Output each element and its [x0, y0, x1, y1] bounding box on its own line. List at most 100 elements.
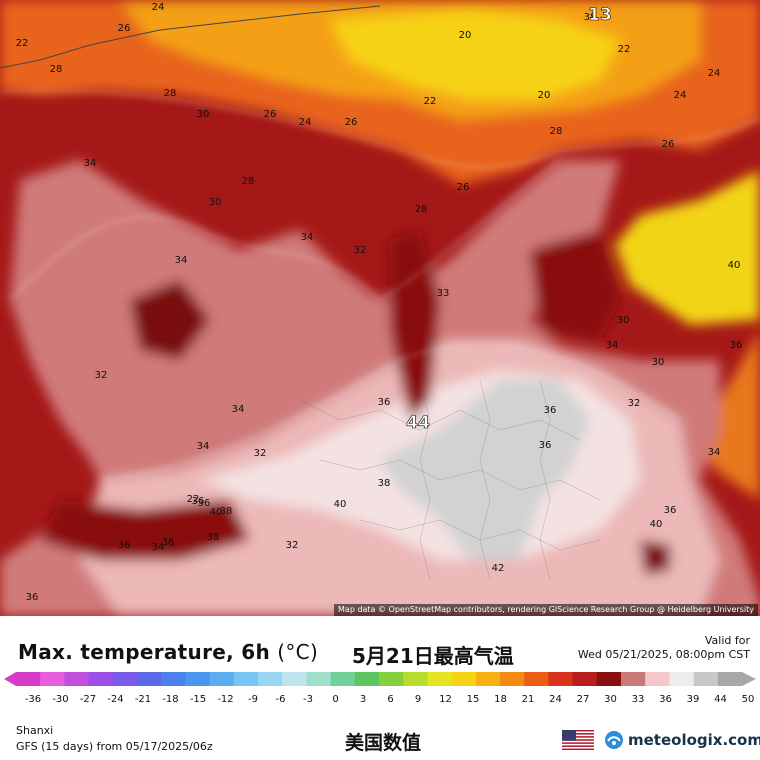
scale-swatch — [717, 672, 743, 686]
scale-tick-label: 3 — [359, 694, 367, 705]
center-caption: 美国数值 — [345, 732, 422, 754]
scale-tick-label: 36 — [659, 694, 672, 705]
contour-label: 20 — [459, 30, 472, 41]
contour-label: 24 — [299, 117, 312, 128]
contour-label: 34 — [175, 255, 188, 266]
contour-label: 32 — [286, 540, 299, 551]
scale-swatch — [451, 672, 477, 686]
contour-label: 28 — [164, 88, 177, 99]
contour-label: 20 — [538, 90, 551, 101]
zone-dark-ridge-1 — [130, 280, 210, 360]
contour-label: 24 — [152, 2, 165, 13]
zone-dark-ridge-4 — [40, 500, 250, 560]
contour-label: 34 — [152, 542, 165, 553]
contour-label: 13 — [588, 5, 612, 25]
valid-label: Valid for — [704, 634, 750, 647]
contour-label: 22 — [16, 38, 29, 49]
contour-label: 38 — [207, 532, 220, 543]
contour-label: 30 — [209, 197, 222, 208]
scale-tick-label: -6 — [275, 694, 286, 705]
scale-swatch — [572, 672, 598, 686]
scale-tick-label: 50 — [741, 694, 755, 705]
zone-dark-ridge-2 — [390, 230, 440, 420]
scale-tick-label: -24 — [107, 694, 124, 705]
contour-label: 30 — [617, 315, 630, 326]
contour-labels: 24 26 22 20 28 22 24 22 20 24 26 24 26 28 30 28 26 34 28 30… — [16, 2, 743, 603]
scale-tick-label: -3 — [303, 694, 313, 705]
scale-tick-label: -27 — [79, 694, 97, 705]
contour-label: 28 — [50, 64, 63, 75]
contour-label: 28 — [550, 126, 563, 137]
contour-label: 26 — [118, 23, 131, 34]
contour-label: 24 — [674, 90, 687, 101]
scale-swatch — [40, 672, 65, 686]
scale-arrow-high — [742, 672, 756, 686]
scale-swatch — [669, 672, 695, 686]
contour-label: 34 — [708, 447, 721, 458]
temperature-map[interactable]: 24 26 22 20 28 22 24 22 20 24 26 24 26 28 30 28 26 34 28 30… — [0, 0, 760, 616]
contour-label: 32 — [95, 370, 108, 381]
title-unit: (°C) — [277, 640, 319, 664]
contour-label: 40 — [650, 519, 663, 530]
contour-label: 33 — [437, 288, 450, 299]
contour-label: 32 — [254, 448, 267, 459]
scale-swatch — [233, 672, 259, 686]
scale-swatch — [379, 672, 404, 686]
brand-text: meteologix.com — [628, 731, 760, 749]
zone-orange-southeast — [700, 330, 760, 500]
meteologix-brand[interactable]: meteologix.com — [604, 728, 760, 752]
scale-swatch — [403, 672, 428, 686]
scale-tick-label: 21 — [521, 694, 535, 705]
contour-label: 36 — [162, 537, 175, 548]
map-title: Max. temperature, 6h (°C) — [18, 640, 318, 664]
scale-tick-label: 15 — [466, 694, 480, 705]
contour-label: 40 — [334, 499, 347, 510]
scale-swatch — [64, 672, 90, 686]
contour-label: 36 — [664, 505, 677, 516]
contour-label: 34 — [606, 340, 619, 351]
contour-label: 34 — [232, 404, 245, 415]
contour-label: 30 — [652, 357, 665, 368]
contour-label: 26 — [345, 117, 358, 128]
scale-swatch — [596, 672, 622, 686]
contour-label: 34 — [197, 441, 210, 452]
contour-label: 42 — [492, 563, 505, 574]
scale-tick-label: 44 — [714, 694, 727, 705]
scale-tick-label: 9 — [414, 694, 422, 705]
contour-label: 36 — [730, 340, 743, 351]
zone-yellow-north — [330, 10, 620, 100]
scale-swatch — [524, 672, 549, 686]
contour-label: 22 — [618, 44, 631, 55]
scale-swatch — [185, 672, 211, 686]
scale-swatch — [137, 672, 162, 686]
scale-swatch — [500, 672, 525, 686]
color-scale-ticks: -36 -30 -27 -24 -21 -18 -15 -12 -9 -6 -3 0 3 6 9 12 15 18… — [0, 694, 760, 708]
region-name: Shanxi — [16, 724, 54, 737]
scale-tick-label: 39 — [686, 694, 700, 705]
contour-label: 34 — [301, 232, 314, 243]
scale-tick-label: 18 — [494, 694, 507, 705]
contour-label: 24 — [708, 68, 721, 79]
contour-label: 36 — [26, 592, 39, 603]
contour-label: 26 — [457, 182, 470, 193]
scale-swatch — [88, 672, 114, 686]
valid-date: Wed 05/21/2025, 08:00pm CST — [577, 648, 750, 661]
scale-swatch — [112, 672, 138, 686]
contour-label: 44 — [406, 413, 430, 433]
scale-swatch — [282, 672, 307, 686]
scale-tick-label: 12 — [439, 694, 452, 705]
scale-swatch — [330, 672, 356, 686]
contour-label: 38 — [220, 506, 233, 517]
contour-label: 36 — [198, 498, 211, 509]
scale-tick-label: 27 — [576, 694, 590, 705]
contour-label: 32 — [354, 245, 367, 256]
model-run: GFS (15 days) from 05/17/2025/06z — [16, 740, 213, 753]
contour-label: 28 — [242, 176, 255, 187]
contour-label: 22 — [187, 494, 200, 505]
scale-tick-label: -9 — [248, 694, 258, 705]
valid-for-block: Valid for Wed 05/21/2025, 08:00pm CST — [578, 634, 750, 662]
scale-tick-label: -12 — [217, 694, 234, 705]
meteologix-logo-icon — [605, 731, 623, 749]
contour-label: 30 — [197, 109, 210, 120]
scale-swatch — [161, 672, 186, 686]
